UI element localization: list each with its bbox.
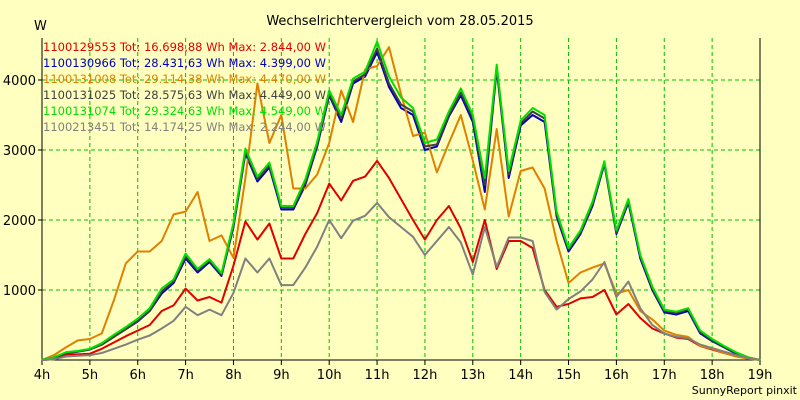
x-tick-label: 19h (748, 368, 773, 383)
series-line-1 (41, 159, 761, 361)
legend-entry-3: 1100131008 Tot: 29.114,38 Wh Max: 4.470,… (43, 72, 326, 86)
series-line-5 (41, 40, 761, 361)
x-tick-label: 17h (652, 368, 677, 383)
x-tick-label: 5h (82, 368, 99, 383)
x-tick-label: 7h (177, 368, 194, 383)
x-tick-label: 11h (365, 368, 390, 383)
tick-labels: 4h 5h 6h 7h 8h 9h 10h 11h 12h 13h 14h 15h 16h 17h 18h 1… (3, 74, 772, 383)
x-tick-label: 12h (413, 368, 438, 383)
x-tick-label: 4h (34, 368, 51, 383)
legend-entry-5: 1100131074 Tot: 29.324,63 Wh Max: 4.549,… (43, 104, 326, 118)
legend-entry-6: 1100213451 Tot: 14.174,25 Wh Max: 2.244,… (43, 120, 326, 134)
x-tick-label: 13h (460, 368, 485, 383)
x-tick-label: 15h (556, 368, 581, 383)
x-tick-label: 10h (317, 368, 342, 383)
y-tick-label: 4000 (3, 74, 36, 89)
x-tick-label: 9h (273, 368, 290, 383)
footer-credit: SunnyReport pinxit (692, 384, 798, 397)
y-tick-label: 2000 (3, 214, 36, 229)
x-tick-label: 6h (129, 368, 146, 383)
y-tick-label: 1000 (3, 284, 36, 299)
x-tick-label: 18h (700, 368, 725, 383)
legend: 1100129553 Tot: 16.698,88 Wh Max: 2.844,… (43, 40, 326, 134)
series-group (41, 40, 761, 361)
axes (38, 38, 761, 365)
y-axis-label: W (34, 19, 47, 34)
y-tick-label: 3000 (3, 144, 36, 159)
x-tick-label: 14h (508, 368, 533, 383)
legend-entry-2: 1100130966 Tot: 28.431,63 Wh Max: 4.399,… (43, 56, 326, 70)
legend-entry-1: 1100129553 Tot: 16.698,88 Wh Max: 2.844,… (43, 40, 326, 54)
x-tick-label: 8h (225, 368, 242, 383)
legend-entry-4: 1100131025 Tot: 28.575,63 Wh Max: 4.449,… (43, 88, 326, 102)
series-line-3 (41, 46, 761, 361)
series-line-6 (41, 201, 761, 361)
chart-title: Wechselrichtervergleich vom 28.05.2015 (266, 14, 533, 29)
x-tick-label: 16h (604, 368, 629, 383)
